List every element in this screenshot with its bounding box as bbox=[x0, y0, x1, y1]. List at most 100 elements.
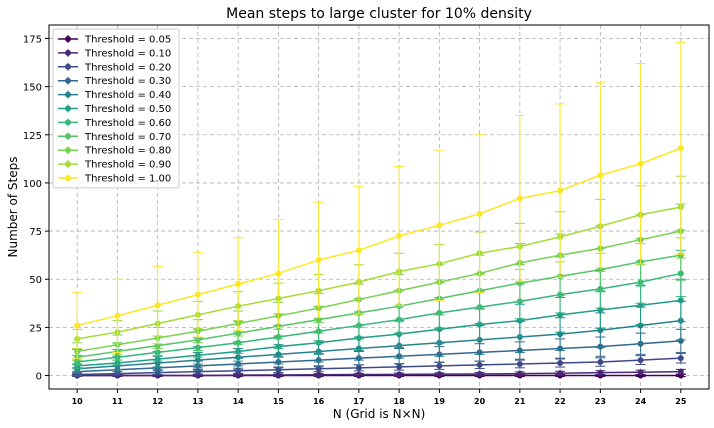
data-point bbox=[597, 369, 604, 376]
x-tick-label: 12 bbox=[152, 397, 163, 406]
series-line bbox=[77, 319, 681, 370]
data-point bbox=[476, 321, 483, 328]
legend-marker bbox=[65, 36, 71, 42]
data-point bbox=[235, 367, 242, 374]
data-point bbox=[74, 322, 81, 329]
legend-label: Threshold = 1.00 bbox=[84, 174, 171, 185]
x-tick-label: 15 bbox=[273, 397, 285, 406]
data-point bbox=[355, 247, 362, 254]
data-point bbox=[677, 145, 684, 152]
legend-marker bbox=[65, 105, 71, 112]
data-point bbox=[194, 368, 201, 375]
legend-box bbox=[52, 28, 180, 189]
data-point bbox=[275, 371, 282, 378]
data-point bbox=[677, 297, 684, 304]
chart-title: Mean steps to large cluster for 10% dens… bbox=[226, 6, 532, 22]
legend: Threshold = 0.05 Threshold = 0.10 Threshol… bbox=[52, 28, 180, 189]
data-point bbox=[516, 370, 523, 377]
y-tick-label: 75 bbox=[29, 227, 42, 238]
x-tick-label: 19 bbox=[434, 397, 446, 406]
x-tick-label: 23 bbox=[595, 397, 606, 406]
data-point bbox=[677, 355, 684, 362]
data-point bbox=[516, 360, 523, 367]
series-layer bbox=[72, 41, 686, 379]
y-tick-label: 0 bbox=[36, 372, 42, 383]
data-point bbox=[235, 281, 242, 288]
legend-marker bbox=[65, 175, 71, 181]
data-point bbox=[315, 371, 322, 378]
data-point bbox=[396, 232, 403, 239]
x-tick-label: 24 bbox=[635, 397, 647, 406]
legend-label: Threshold = 0.70 bbox=[84, 132, 171, 143]
y-axis-label: Number of Steps bbox=[6, 157, 20, 258]
series bbox=[72, 41, 686, 359]
legend-label: Threshold = 0.40 bbox=[84, 90, 171, 101]
plot-frame bbox=[48, 24, 710, 390]
y-tick-label: 125 bbox=[23, 131, 42, 142]
legend-label: Threshold = 0.20 bbox=[84, 62, 171, 73]
legend-label: Threshold = 0.80 bbox=[84, 146, 171, 157]
x-tick-label: 11 bbox=[112, 397, 124, 406]
x-axis-label: N (Grid is N×N) bbox=[333, 407, 426, 421]
data-point bbox=[597, 359, 604, 366]
legend-label: Threshold = 0.90 bbox=[84, 160, 171, 171]
data-point bbox=[677, 337, 684, 344]
legend-marker bbox=[65, 63, 71, 70]
data-point bbox=[677, 368, 684, 375]
legend-marker bbox=[65, 49, 71, 56]
data-point bbox=[194, 291, 201, 298]
data-point bbox=[597, 172, 604, 179]
legend-marker bbox=[65, 119, 71, 126]
series-line bbox=[77, 299, 681, 367]
legend-marker bbox=[65, 133, 71, 140]
y-tick-label: 150 bbox=[23, 83, 42, 94]
data-point bbox=[557, 360, 564, 366]
legend-marker bbox=[65, 161, 71, 168]
data-point bbox=[396, 363, 403, 370]
data-point bbox=[275, 270, 282, 277]
x-tick-label: 22 bbox=[555, 397, 566, 406]
series-line bbox=[77, 340, 681, 373]
x-tick-label: 18 bbox=[394, 397, 406, 406]
series-line bbox=[77, 272, 681, 363]
data-point bbox=[637, 160, 644, 167]
legend-marker bbox=[65, 147, 71, 154]
data-point bbox=[114, 312, 121, 319]
data-point bbox=[154, 302, 161, 309]
data-point bbox=[436, 371, 443, 378]
x-tick-label: 16 bbox=[313, 397, 325, 406]
data-point bbox=[637, 322, 644, 329]
x-tick-label: 21 bbox=[514, 397, 526, 406]
data-point bbox=[476, 361, 483, 368]
y-tick-label: 50 bbox=[29, 275, 42, 286]
data-point bbox=[637, 369, 644, 376]
data-point bbox=[476, 370, 483, 377]
data-point bbox=[396, 371, 403, 378]
legend-label: Threshold = 0.60 bbox=[84, 118, 171, 129]
legend-marker bbox=[65, 77, 71, 84]
data-point bbox=[355, 364, 362, 371]
x-tick-label: 17 bbox=[353, 397, 364, 406]
y-tick-label: 100 bbox=[23, 179, 42, 190]
data-point bbox=[436, 326, 443, 333]
series-line bbox=[77, 254, 681, 358]
data-point bbox=[436, 362, 443, 369]
data-point bbox=[355, 371, 362, 378]
legend-label: Threshold = 0.10 bbox=[84, 48, 171, 59]
series-line bbox=[76, 147, 682, 327]
data-point bbox=[637, 357, 644, 364]
series-line bbox=[77, 206, 681, 340]
x-tick-label: 13 bbox=[192, 397, 203, 406]
legend-label: Threshold = 0.50 bbox=[84, 104, 171, 115]
data-point bbox=[557, 370, 564, 377]
series-line bbox=[77, 370, 681, 377]
legend-label: Threshold = 0.05 bbox=[84, 35, 171, 46]
x-tick-label: 10 bbox=[72, 397, 84, 406]
x-tick-label: 14 bbox=[233, 397, 245, 406]
series-line bbox=[77, 230, 681, 353]
x-tick-label: 20 bbox=[474, 397, 486, 406]
y-tick-label: 175 bbox=[23, 34, 42, 45]
data-point bbox=[436, 222, 443, 229]
data-point bbox=[516, 195, 523, 202]
